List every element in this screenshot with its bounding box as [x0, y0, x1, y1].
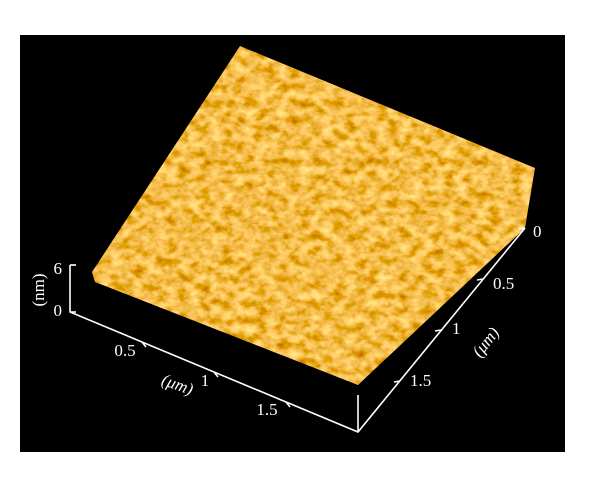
tick: [393, 380, 401, 383]
y-tick-label: 1: [452, 319, 461, 338]
tick: [141, 341, 147, 348]
surface: [92, 46, 535, 385]
z-axis-label: (nm): [29, 273, 48, 306]
x-tick-label: 1.5: [256, 400, 277, 419]
z-tick-label: 6: [54, 259, 63, 278]
tick: [434, 329, 442, 332]
z-tick-label: 0: [54, 301, 63, 320]
tick: [285, 401, 291, 408]
axes: [69, 227, 526, 433]
x-tick-label: 1: [201, 371, 210, 390]
y-tick-label: 1.5: [410, 371, 431, 390]
tick: [213, 371, 219, 378]
x-tick-label: 0.5: [114, 341, 135, 360]
tick: [518, 227, 526, 230]
y-tick-label: 0: [533, 222, 542, 241]
tick: [476, 278, 484, 281]
y-tick-label: 0.5: [493, 274, 514, 293]
